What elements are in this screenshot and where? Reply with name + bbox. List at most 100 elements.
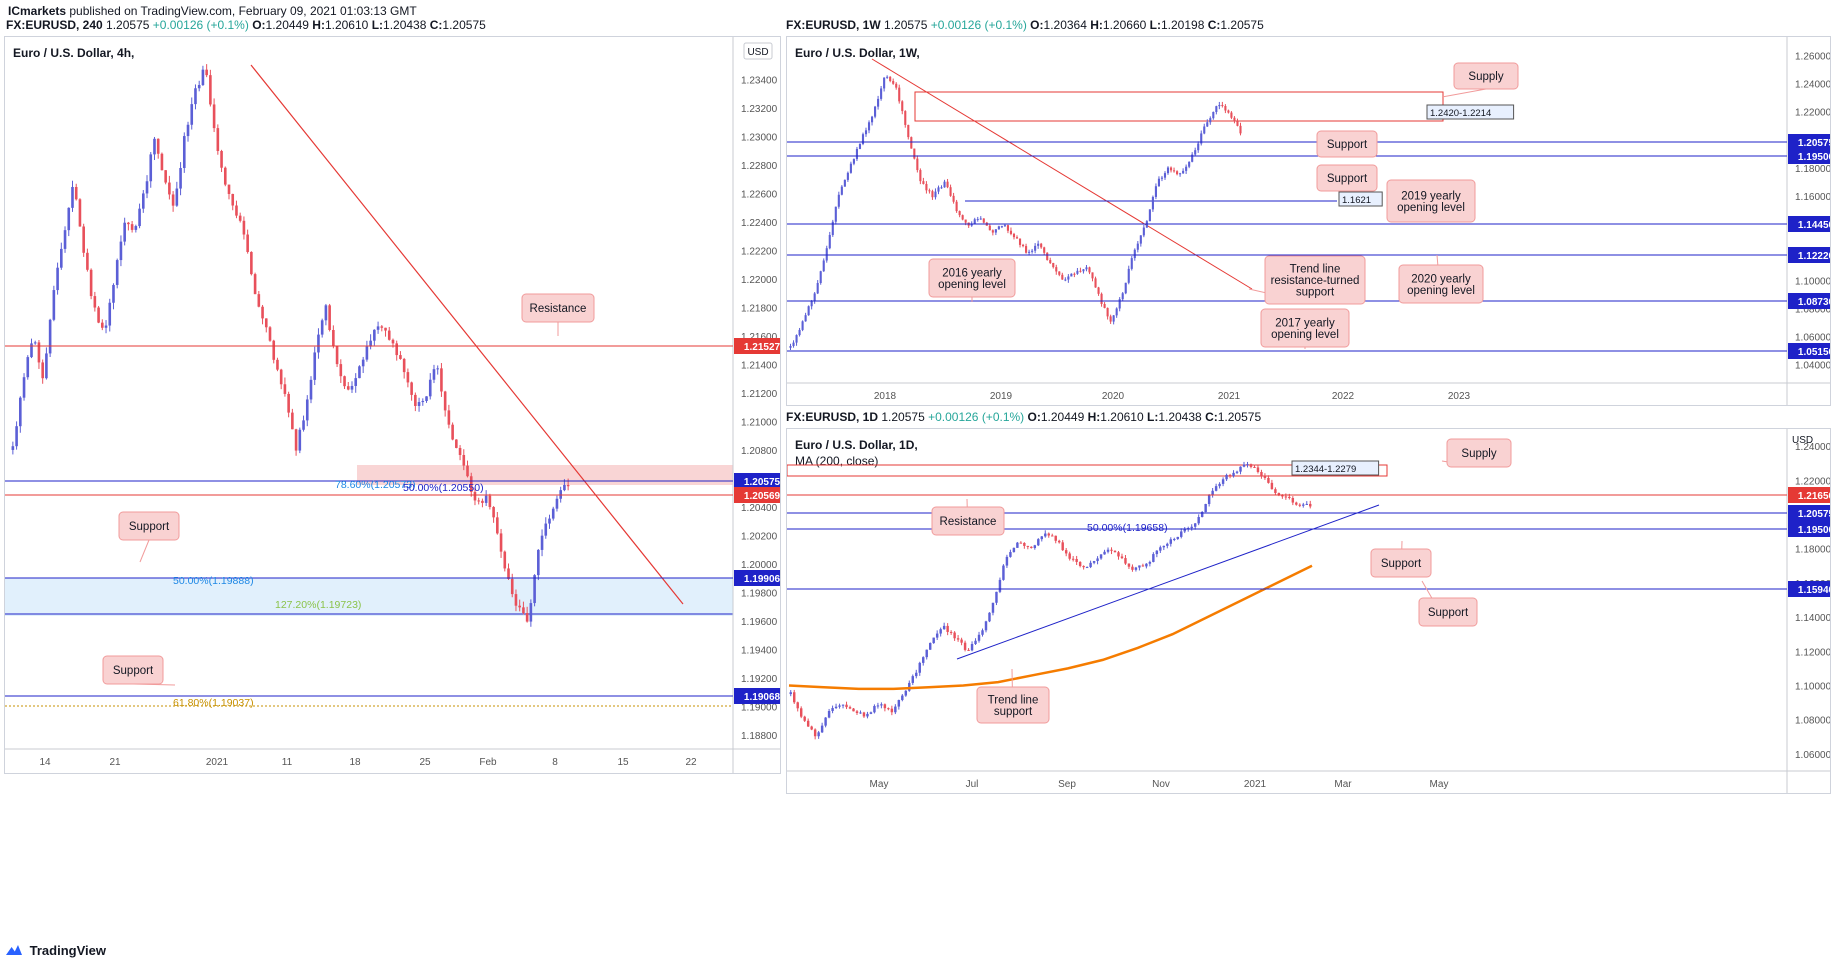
candle-body xyxy=(961,215,964,220)
candle-body xyxy=(190,104,194,125)
candle-body xyxy=(1215,106,1218,112)
candle-body xyxy=(883,704,887,709)
candle-body xyxy=(350,385,354,390)
time-tick-label: 11 xyxy=(282,757,293,768)
candle-body xyxy=(414,394,417,406)
candle-body xyxy=(1155,550,1159,555)
price-tick-label: 1.19200 xyxy=(741,674,778,685)
chart-1w-svg[interactable]: Euro / U.S. Dollar, 1W, 1.04000 1.06000 1.… xyxy=(787,37,1830,405)
candle-body xyxy=(928,190,931,192)
candle-body xyxy=(522,607,525,614)
time-tick-label: May xyxy=(1430,779,1449,790)
price-tick-label: 1.12000 xyxy=(1795,647,1830,658)
candle-body xyxy=(918,662,921,673)
candle-body xyxy=(1106,307,1109,317)
price-tick-label: 1.21400 xyxy=(741,361,778,372)
candle-body xyxy=(115,260,119,285)
candle-body xyxy=(1277,492,1281,495)
candle-body xyxy=(1295,502,1298,505)
candle-body xyxy=(317,334,320,353)
change-value: +0.00126 (+0.1%) xyxy=(928,410,1025,424)
zone-label: 1.2344-1.2279 xyxy=(1295,464,1356,475)
candle-body xyxy=(1106,549,1110,552)
candle-body xyxy=(799,708,803,717)
candle-body xyxy=(908,682,911,691)
candle-body xyxy=(1113,550,1117,553)
price-tick-label: 1.06000 xyxy=(1795,333,1830,344)
candle-body xyxy=(988,612,991,622)
candle-body xyxy=(949,187,952,196)
candle-body xyxy=(119,241,123,261)
candle-body xyxy=(988,225,991,231)
price-tick-label: 1.20000 xyxy=(741,560,778,571)
candle-body xyxy=(940,187,943,189)
time-tick-label: Sep xyxy=(1058,779,1076,790)
candle-body xyxy=(855,711,859,714)
candle-body xyxy=(1141,565,1145,567)
candle-body xyxy=(376,326,380,330)
chart-panel-1w[interactable]: Euro / U.S. Dollar, 1W, 1.04000 1.06000 1.… xyxy=(786,36,1831,406)
candle-body xyxy=(287,393,290,413)
candle-body xyxy=(1002,565,1005,580)
price-tick-label: 1.22000 xyxy=(1795,108,1830,119)
candle-body xyxy=(919,170,922,182)
callout-label: Support xyxy=(1327,139,1368,151)
callout-label: Support xyxy=(1428,607,1469,619)
candle-body xyxy=(798,329,801,336)
price-label-box xyxy=(1788,216,1830,232)
candle-body xyxy=(849,163,852,173)
callout-label: opening level xyxy=(1271,329,1339,341)
candle-body xyxy=(1211,490,1214,496)
price-tick-label: 1.14000 xyxy=(1795,613,1830,624)
candle-body xyxy=(804,315,807,322)
candle-body xyxy=(913,148,916,159)
candle-body xyxy=(466,465,469,477)
candle-body xyxy=(1183,529,1186,532)
candle-body xyxy=(1188,161,1191,167)
callout-label: 2016 yearly xyxy=(942,267,1002,279)
time-tick-label: 8 xyxy=(552,757,558,768)
candle-body xyxy=(369,340,372,347)
candle-body xyxy=(1142,227,1145,236)
candle-body xyxy=(89,269,93,297)
candle-body xyxy=(1284,496,1288,498)
candle-body xyxy=(112,284,115,303)
callout-pointer xyxy=(1441,88,1487,98)
candle-body xyxy=(973,219,976,224)
indicator-label: MA (200, close) xyxy=(795,454,878,468)
candle-body xyxy=(52,290,56,320)
chart-1d-svg[interactable]: Euro / U.S. Dollar, 1D, MA (200, close) … xyxy=(787,429,1830,793)
callout-box xyxy=(1316,130,1378,158)
candle-body xyxy=(911,676,914,683)
candle-body xyxy=(904,111,907,125)
candle-body xyxy=(883,77,886,89)
callout-box xyxy=(1264,255,1366,305)
publisher-name[interactable]: ICmarkets xyxy=(8,4,67,18)
currency-badge[interactable] xyxy=(743,42,773,60)
candle-body xyxy=(1127,563,1131,567)
candle-body xyxy=(563,484,566,491)
candle-body xyxy=(1176,171,1179,175)
candle-body xyxy=(1148,561,1152,564)
price-label: 1.14450 xyxy=(1798,220,1830,231)
chart-panel-1d[interactable]: Euro / U.S. Dollar, 1D, MA (200, close) … xyxy=(786,428,1831,794)
candle-body xyxy=(834,206,837,222)
price-tick-label: 1.18000 xyxy=(1795,545,1830,556)
candle-body xyxy=(1260,471,1263,477)
candle-body xyxy=(970,644,974,651)
chart-panel-4h[interactable]: Euro / U.S. Dollar, 4h, USD 1.18800 1.190… xyxy=(4,36,781,774)
callout-label: support xyxy=(994,706,1033,718)
price-label: 1.21650 xyxy=(1798,491,1830,502)
candle-body xyxy=(1139,235,1142,244)
candle-body xyxy=(1157,178,1161,187)
candle-body xyxy=(1018,238,1022,245)
candle-body xyxy=(339,364,343,377)
candle-body xyxy=(931,191,934,198)
chart-4h-svg[interactable]: Euro / U.S. Dollar, 4h, USD 1.18800 1.190… xyxy=(5,37,780,773)
candle-body xyxy=(395,343,399,356)
candle-body xyxy=(1040,536,1044,540)
callout-label: Support xyxy=(129,521,170,533)
tradingview-footer[interactable]: TradingView xyxy=(6,943,106,958)
currency-label: USD xyxy=(1792,435,1813,446)
candle-body xyxy=(496,517,499,534)
